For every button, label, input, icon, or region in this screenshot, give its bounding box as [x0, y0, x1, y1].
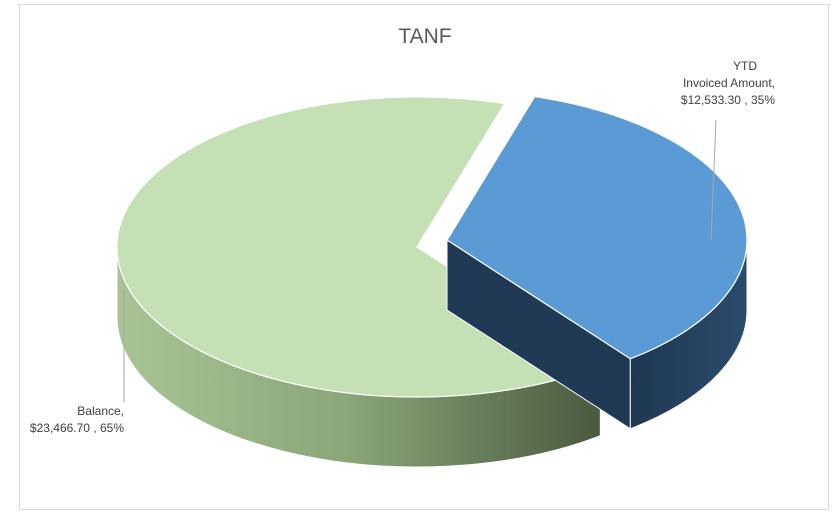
data-label-balance: Balance, $23,466.70 , 65% [30, 404, 124, 435]
data-label-line: Invoiced Amount, [683, 76, 775, 90]
data-label-line: $23,466.70 , 65% [30, 421, 124, 435]
data-label-line: $12,533.30 , 35% [681, 93, 775, 107]
chart-title: TANF [398, 25, 451, 48]
data-label-line: Balance, [77, 404, 124, 418]
pie-slice-ytd-invoiced-amount[interactable] [446, 95, 748, 360]
data-label-ytd-invoiced-amount: YTD Invoiced Amount, $12,533.30 , 35% [681, 59, 775, 107]
data-label-line: YTD [733, 59, 757, 73]
leader-line-ytd-invoiced-amount [710, 119, 717, 241]
